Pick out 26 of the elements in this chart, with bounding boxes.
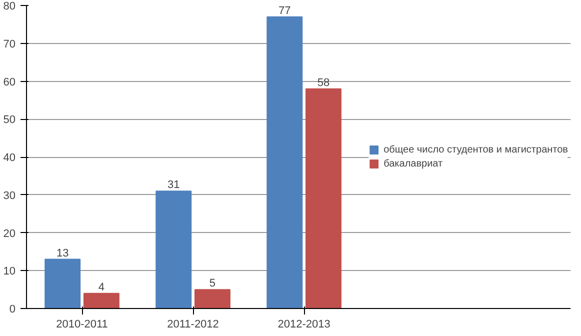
y-tick-label: 80 [3, 0, 16, 12]
data-label: 31 [167, 179, 180, 192]
data-label: 58 [317, 76, 330, 89]
legend-label: бакалавриат [384, 158, 443, 169]
data-label: 5 [209, 278, 216, 290]
data-label: 77 [278, 4, 291, 17]
x-tick-label: 2011-2012 [167, 318, 219, 330]
data-label: 13 [56, 247, 69, 260]
y-tick-label: 50 [3, 114, 16, 126]
y-tick-label: 20 [3, 228, 16, 240]
y-tick-label: 40 [3, 152, 16, 164]
legend-label: общее число студентов и магистрантов [384, 144, 568, 155]
x-tick-label: 2012-2013 [278, 318, 330, 330]
bar [44, 258, 81, 308]
y-tick-label: 70 [3, 38, 16, 50]
y-tick-label: 0 [9, 304, 16, 316]
bar [194, 289, 230, 308]
bar [305, 88, 342, 308]
y-tick-label: 10 [3, 266, 16, 278]
bar [266, 16, 303, 308]
bar [156, 190, 192, 308]
y-tick-label: 30 [3, 190, 16, 202]
bar [83, 292, 120, 308]
y-tick-label: 60 [3, 76, 16, 88]
data-label: 4 [98, 281, 105, 294]
x-tick-label: 2010-2011 [56, 318, 108, 330]
